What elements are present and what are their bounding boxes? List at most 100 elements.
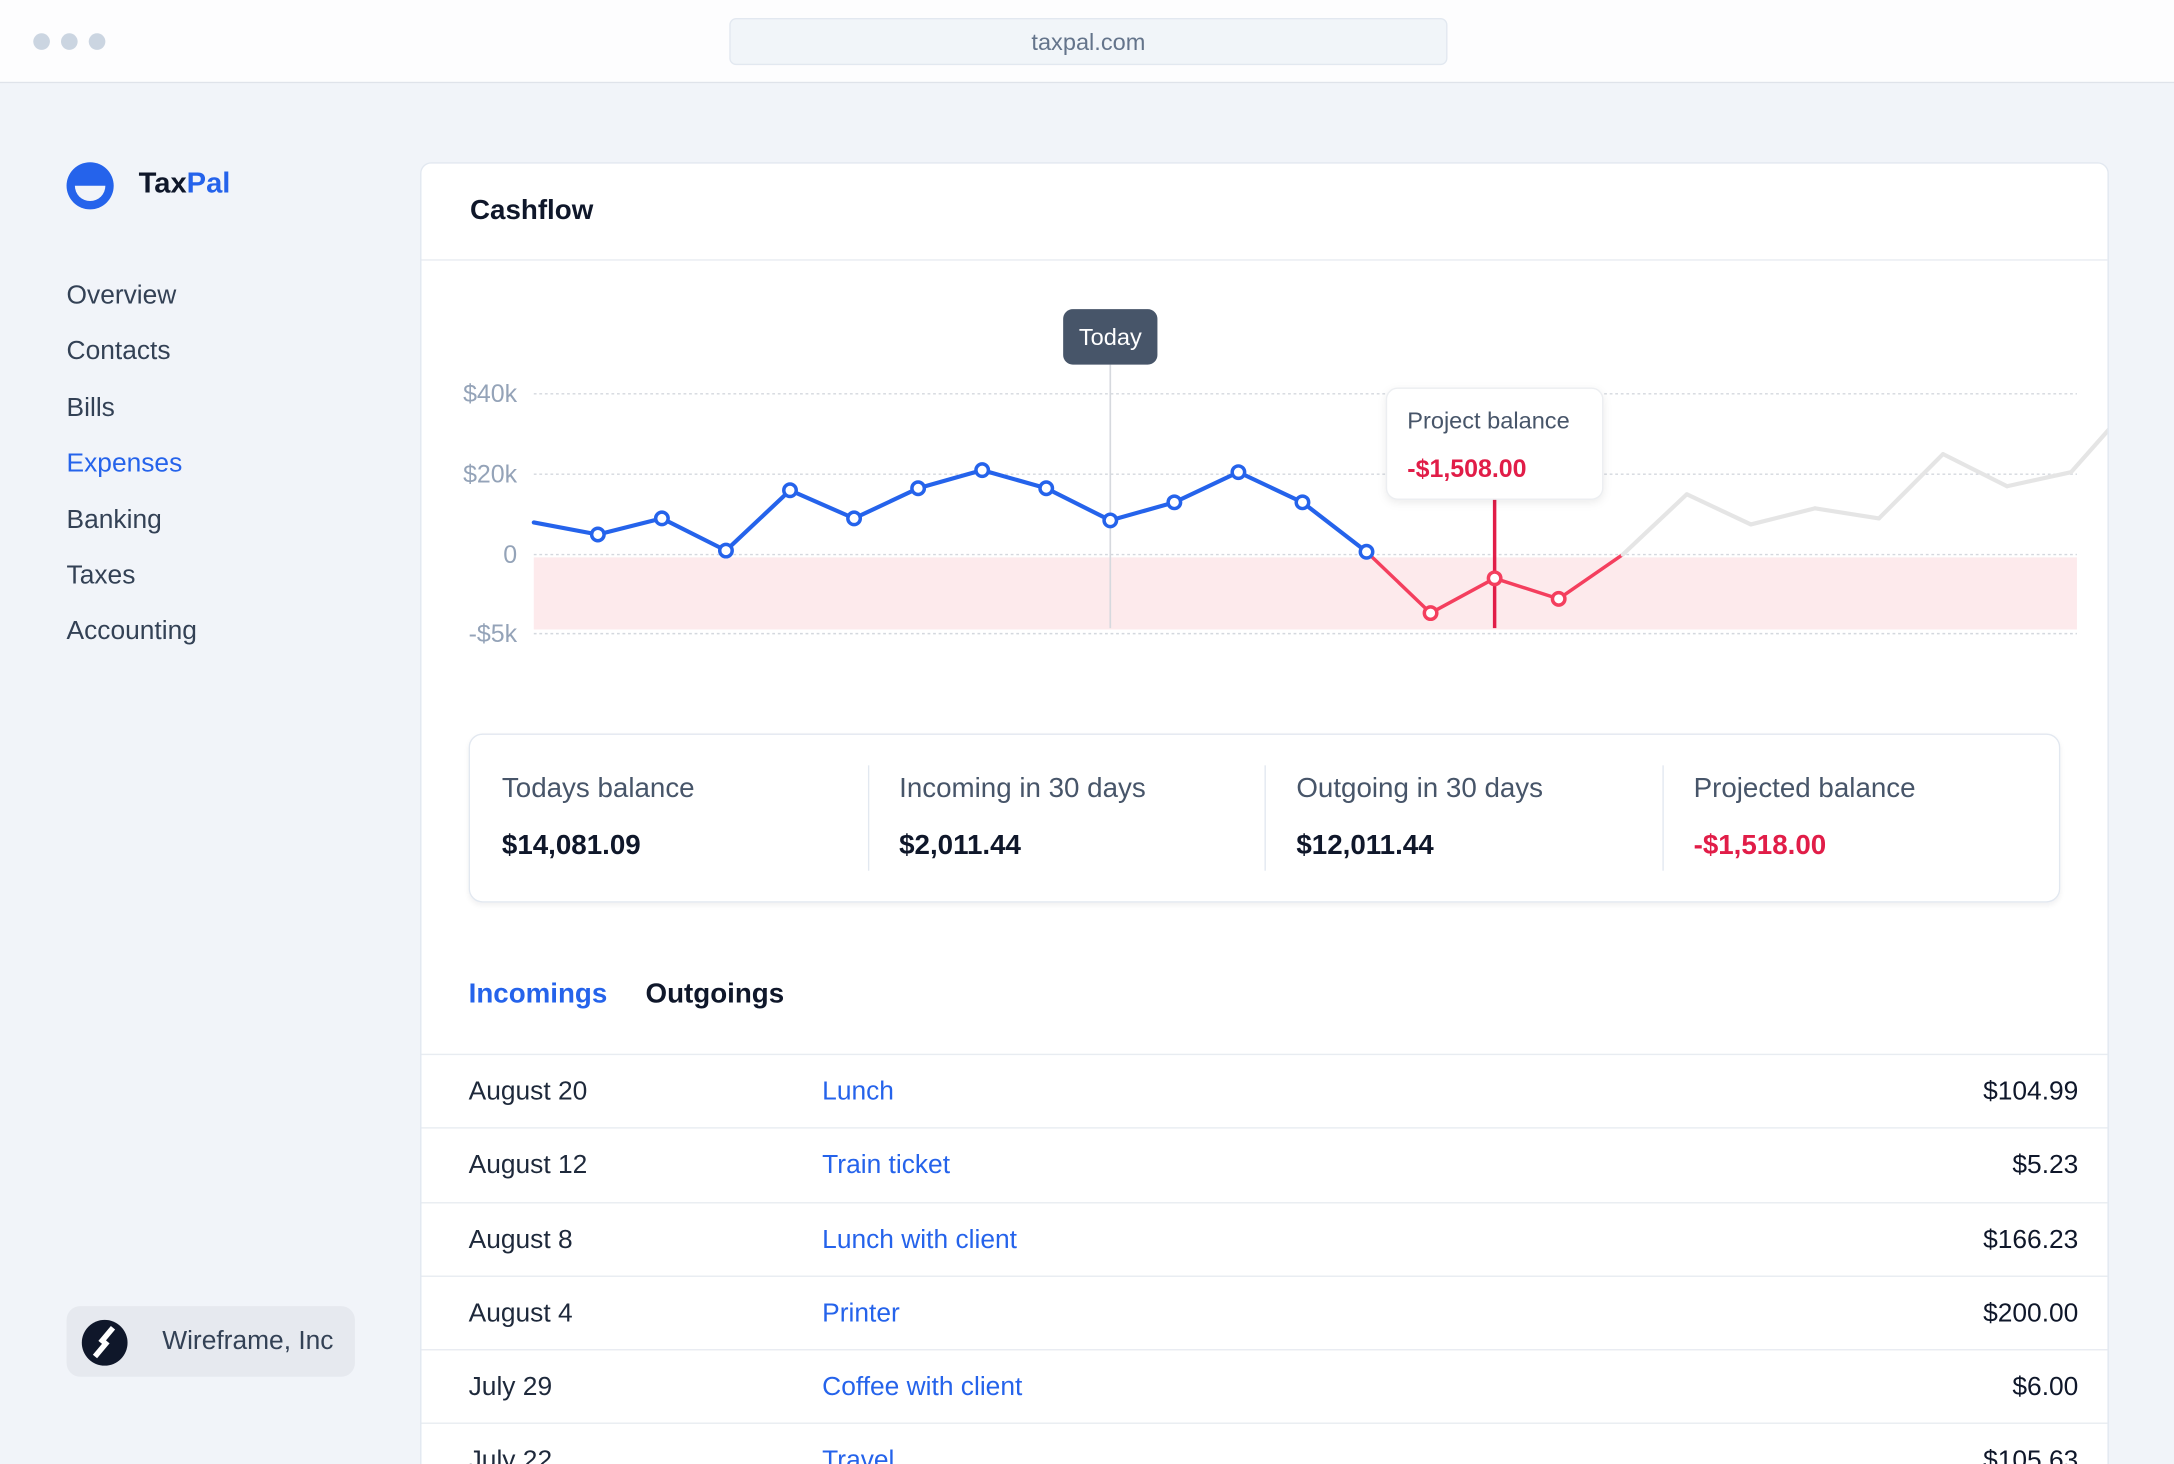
transaction-amount: $104.99 xyxy=(1983,1077,2079,1107)
transaction-name[interactable]: Travel xyxy=(822,1446,895,1464)
data-point xyxy=(846,510,863,527)
table-row[interactable]: August 8 Lunch with client $166.23 xyxy=(421,1203,2108,1277)
card-title: Cashflow xyxy=(421,164,2108,261)
series-segment xyxy=(1748,506,1817,527)
data-point xyxy=(1038,480,1055,497)
table-row[interactable]: July 22 Travel $105.63 xyxy=(421,1425,2107,1464)
brand-name-part: Tax xyxy=(138,167,187,200)
transaction-date: August 4 xyxy=(468,1298,573,1329)
y-tick-label: -$5k xyxy=(469,620,518,648)
y-tick-label: $40k xyxy=(463,380,518,408)
table-row[interactable]: July 29 Coffee with client $6.00 xyxy=(421,1351,2108,1425)
y-tick-label: 0 xyxy=(503,541,517,569)
series-segment xyxy=(1492,576,1561,601)
stat-label: Projected balance xyxy=(1693,773,1916,805)
sidebar-item-bills[interactable]: Bills xyxy=(66,393,115,423)
sidebar-item-contacts[interactable]: Contacts xyxy=(66,337,171,367)
series-segment xyxy=(851,486,921,521)
transaction-date: August 8 xyxy=(468,1225,573,1255)
data-point xyxy=(1550,590,1567,607)
stat-todays-balance: Todays balance $14,081.09 xyxy=(470,735,867,901)
browser-toolbar: taxpal.com xyxy=(0,0,2174,84)
sidebar-item-accounting[interactable]: Accounting xyxy=(66,617,197,647)
series-segment xyxy=(787,488,857,521)
transaction-name[interactable]: Train ticket xyxy=(822,1151,951,1181)
data-point xyxy=(1102,512,1119,529)
y-tick-label: $20k xyxy=(463,460,518,488)
brand-name-accent: Pal xyxy=(186,167,231,200)
series-segment xyxy=(1172,470,1241,505)
series-segment xyxy=(1556,552,1625,601)
series-segment xyxy=(2069,427,2108,475)
transaction-date: August 20 xyxy=(468,1077,588,1107)
transaction-name[interactable]: Lunch xyxy=(822,1077,894,1107)
stat-value: $12,011.44 xyxy=(1296,830,1434,862)
sidebar-nav: Overview Contacts Bills Expenses Banking… xyxy=(67,281,197,673)
table-row[interactable]: August 4 Printer $200.00 xyxy=(421,1277,2108,1351)
sidebar-item-overview[interactable]: Overview xyxy=(66,281,177,311)
series-segment xyxy=(1876,451,1946,521)
transaction-name[interactable]: Printer xyxy=(822,1298,900,1329)
data-point xyxy=(974,462,991,479)
window-minimize-dot[interactable] xyxy=(61,33,78,50)
data-point xyxy=(1422,605,1439,622)
transactions-table: August 20 Lunch $104.99 August 12 Train tick… xyxy=(421,1053,2108,1464)
data-point xyxy=(910,480,927,497)
stat-projected-balance: Projected balance -$1,518.00 xyxy=(1661,735,2059,901)
cashflow-card: Cashflow $40k $20k 0 -$5k Today Project balan… xyxy=(420,162,2109,1464)
series-segment xyxy=(1620,492,1689,557)
transaction-date: July 29 xyxy=(468,1372,553,1402)
data-point xyxy=(782,482,798,499)
data-point xyxy=(1358,543,1375,560)
address-bar[interactable]: taxpal.com xyxy=(729,18,1448,66)
stats-summary: Todays balance $14,081.09 Incoming in 30 … xyxy=(468,733,2061,903)
series-segment xyxy=(980,468,1049,491)
transaction-tabs: Incomings Outgoings xyxy=(469,979,815,1011)
sidebar-item-expenses[interactable]: Expenses xyxy=(66,449,183,479)
window-close-dot[interactable] xyxy=(33,33,50,50)
series-segment xyxy=(1428,576,1497,615)
brand-name[interactable]: TaxPal xyxy=(139,168,231,201)
stat-label: Incoming in 30 days xyxy=(899,773,1146,805)
series-segment xyxy=(1364,550,1433,615)
series-segment xyxy=(1236,470,1305,505)
series-segment xyxy=(1940,451,2010,489)
series-segment xyxy=(531,520,600,537)
tab-incomings[interactable]: Incomings xyxy=(468,978,608,1010)
negative-band xyxy=(533,557,2077,630)
data-point xyxy=(1166,494,1183,511)
stat-label: Todays balance xyxy=(501,773,695,805)
series-segment xyxy=(1108,500,1177,523)
today-badge xyxy=(1063,309,1158,365)
tooltip-box xyxy=(1385,387,1604,500)
transaction-amount: $200.00 xyxy=(1983,1298,2079,1329)
transaction-name[interactable]: Lunch with client xyxy=(822,1225,1017,1255)
transaction-date: August 12 xyxy=(468,1151,588,1181)
stat-incoming: Incoming in 30 days $2,011.44 xyxy=(867,735,1264,901)
org-switcher[interactable]: Wireframe, Inc xyxy=(66,1306,355,1377)
today-label: Today xyxy=(1079,324,1142,350)
sidebar-item-taxes[interactable]: Taxes xyxy=(66,561,136,591)
data-point xyxy=(717,542,734,559)
stat-value: -$1,518.00 xyxy=(1693,830,1827,862)
table-row[interactable]: August 12 Train ticket $5.23 xyxy=(421,1129,2108,1203)
tooltip-label: Project balance xyxy=(1407,407,1569,433)
table-row[interactable]: August 20 Lunch $104.99 xyxy=(421,1055,2108,1130)
series-segment xyxy=(659,516,729,553)
tooltip-value: -$1,508.00 xyxy=(1407,455,1526,483)
transaction-amount: $6.00 xyxy=(2012,1372,2079,1402)
sidebar-item-banking[interactable]: Banking xyxy=(66,505,162,535)
series-segment xyxy=(1684,492,1753,527)
transaction-name[interactable]: Coffee with client xyxy=(822,1372,1023,1402)
series-segment xyxy=(1812,506,1882,521)
data-point xyxy=(1230,464,1247,481)
transaction-amount: $5.23 xyxy=(2012,1151,2079,1181)
org-name: Wireframe, Inc xyxy=(162,1326,334,1356)
series-segment xyxy=(916,468,985,491)
data-point xyxy=(589,526,606,543)
stat-value: $14,081.09 xyxy=(501,830,641,862)
tab-outgoings[interactable]: Outgoings xyxy=(645,978,785,1010)
transaction-date: July 22 xyxy=(468,1446,553,1464)
window-maximize-dot[interactable] xyxy=(88,33,106,50)
taxpal-logo-icon xyxy=(66,162,114,210)
